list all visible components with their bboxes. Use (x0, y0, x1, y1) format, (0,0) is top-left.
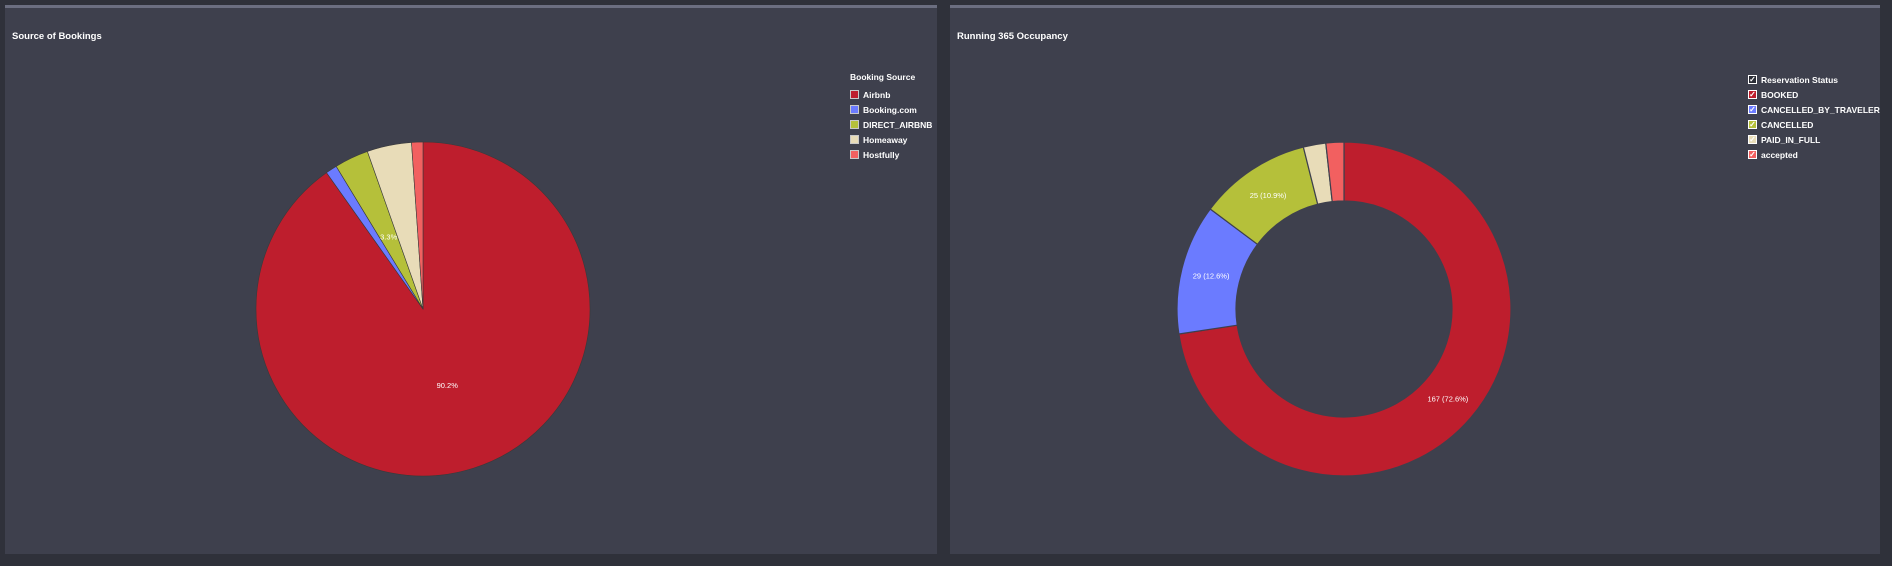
data-label: 167 (72.6%) (1427, 394, 1468, 403)
legend-item[interactable]: ✓ CANCELLED (1748, 117, 1880, 132)
legend-item[interactable]: Homeaway (850, 132, 932, 147)
legend-toggle-all[interactable]: ✓ Reservation Status (1748, 72, 1880, 87)
pie-slice-accepted[interactable] (1325, 141, 1345, 203)
pie-slice-hostfully[interactable] (411, 141, 424, 310)
legend-item[interactable]: DIRECT_AIRBNB (850, 117, 932, 132)
data-label: 29 (12.6%) (1193, 272, 1230, 281)
running-occupancy-donut-chart: 167 (72.6%) 29 (12.6%) 25 (10.9%) (1176, 141, 1512, 477)
reservation-status-legend: ✓ Reservation Status ✓ BOOKED ✓ CANCELLED_B… (1748, 72, 1880, 162)
checkbox-icon[interactable]: ✓ (1748, 119, 1757, 129)
legend-item[interactable]: Booking.com (850, 102, 932, 117)
data-label: 90.2% (437, 381, 459, 390)
legend-label: PAID_IN_FULL (1761, 134, 1821, 145)
legend-label: CANCELLED_BY_TRAVELER (1761, 104, 1880, 115)
legend-label: CANCELLED (1761, 119, 1814, 130)
source-of-bookings-pie-chart: 90.2% 3.3% (255, 141, 591, 477)
running-occupancy-panel: Running 365 Occupancy 167 (72.6%) 29 (12.… (950, 5, 1880, 554)
checkbox-icon[interactable]: ✓ (1748, 104, 1757, 114)
legend-label: BOOKED (1761, 89, 1799, 100)
checkbox-icon[interactable]: ✓ (1748, 149, 1757, 159)
legend-label: Homeaway (863, 134, 908, 145)
legend-item[interactable]: Airbnb (850, 87, 932, 102)
source-of-bookings-panel: Source of Bookings 90.2% 3.3% Booking Sou… (5, 5, 937, 554)
data-label: 25 (10.9%) (1250, 191, 1287, 200)
panel-title: Running 365 Occupancy (957, 31, 1068, 42)
legend-swatch (850, 105, 859, 114)
checkbox-icon[interactable]: ✓ (1748, 134, 1757, 144)
legend-label: Airbnb (863, 89, 891, 100)
legend-title: Booking Source (850, 72, 916, 82)
checkbox-icon[interactable]: ✓ (1748, 89, 1757, 99)
pie-slice-booked[interactable] (1178, 141, 1512, 477)
checkbox-icon[interactable]: ✓ (1748, 74, 1757, 84)
legend-item[interactable]: ✓ accepted (1748, 147, 1880, 162)
legend-label: Hostfully (863, 149, 900, 160)
booking-source-legend: Booking Source Airbnb Booking.com DIRECT_A… (850, 72, 932, 162)
legend-item[interactable]: ✓ BOOKED (1748, 87, 1880, 102)
legend-item[interactable]: ✓ PAID_IN_FULL (1748, 132, 1880, 147)
legend-label: DIRECT_AIRBNB (863, 119, 933, 130)
data-label: 3.3% (380, 233, 397, 242)
legend-label: accepted (1761, 149, 1798, 160)
legend-title: Reservation Status (1761, 74, 1838, 85)
legend-swatch (850, 120, 859, 129)
legend-item[interactable]: Hostfully (850, 147, 932, 162)
legend-label: Booking.com (863, 104, 917, 115)
legend-swatch (850, 150, 859, 159)
panel-title: Source of Bookings (12, 31, 102, 42)
legend-swatch (850, 135, 859, 144)
legend-item[interactable]: ✓ CANCELLED_BY_TRAVELER (1748, 102, 1880, 117)
legend-swatch (850, 90, 859, 99)
